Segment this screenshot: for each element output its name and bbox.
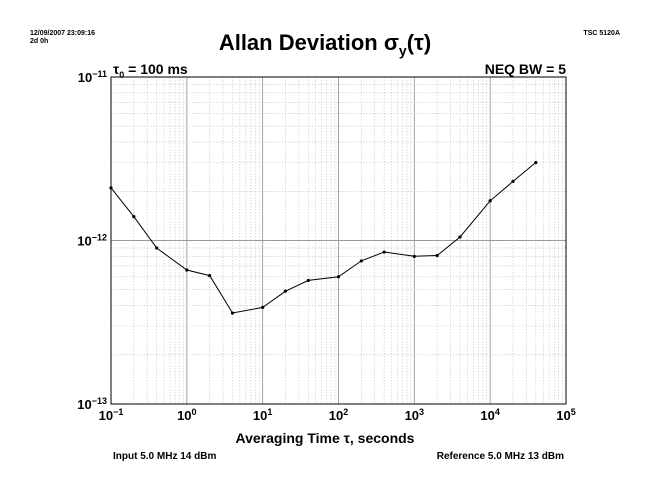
data-point	[261, 305, 265, 309]
series-layer	[109, 160, 538, 315]
data-point	[382, 250, 386, 254]
title-subscript: y	[398, 42, 407, 59]
x-tick-label: 102	[329, 407, 348, 423]
y-tick-label: 10−12	[77, 233, 107, 249]
x-tick-labels: 10−1 100 101 102 103 104 105	[99, 407, 576, 423]
data-point	[534, 160, 538, 165]
data-point	[155, 246, 159, 250]
data-point	[208, 273, 212, 278]
timestamp-duration: 2d 0h	[30, 38, 49, 45]
input-info: Input 5.0 MHz 14 dBm	[113, 451, 217, 462]
data-point	[283, 289, 288, 293]
grid	[111, 77, 566, 404]
title-tail: (τ)	[406, 30, 432, 55]
x-tick-label: 105	[556, 407, 575, 423]
data-point	[132, 215, 136, 219]
reference-info: Reference 5.0 MHz 13 dBm	[436, 451, 564, 462]
tau0-annotation: τ0 = 100 ms	[113, 61, 188, 80]
data-point	[336, 275, 341, 279]
instrument-label: TSC 5120A	[583, 30, 620, 37]
x-tick-label: 103	[405, 407, 424, 423]
y-tick-label: 10−13	[77, 396, 107, 412]
x-tick-label: 100	[177, 407, 196, 423]
data-point	[488, 199, 492, 203]
plot-frame	[110, 76, 567, 405]
chart-title: Allan Deviation σy(τ)	[0, 30, 650, 58]
timestamp-date: 12/09/2007 23:09:16	[30, 30, 95, 37]
x-axis-label: Averaging Time τ, seconds	[235, 430, 415, 446]
neq-bw-annotation: NEQ BW = 5	[484, 61, 566, 77]
series-line	[110, 162, 537, 314]
tau0-value: = 100 ms	[124, 61, 188, 77]
x-tick-label: 101	[253, 407, 272, 423]
data-point	[359, 259, 363, 263]
title-main: Allan Deviation σ	[218, 30, 399, 55]
data-point	[230, 311, 235, 315]
data-point	[511, 179, 515, 183]
data-point	[458, 235, 462, 239]
tau0-subscript: 0	[119, 69, 125, 80]
y-tick-labels: 10−11 10−12 10−13	[77, 69, 107, 412]
x-tick-label: 10−1	[99, 407, 124, 423]
timestamp: 12/09/2007 23:09:16 2d 0h	[30, 30, 95, 46]
data-point	[306, 278, 310, 283]
data-point	[185, 268, 189, 272]
data-point	[412, 254, 416, 258]
data-point	[435, 253, 439, 258]
y-tick-label: 10−11	[78, 69, 107, 85]
tau0-symbol: τ	[113, 61, 120, 77]
x-tick-label: 104	[480, 407, 499, 423]
data-point	[109, 186, 113, 190]
